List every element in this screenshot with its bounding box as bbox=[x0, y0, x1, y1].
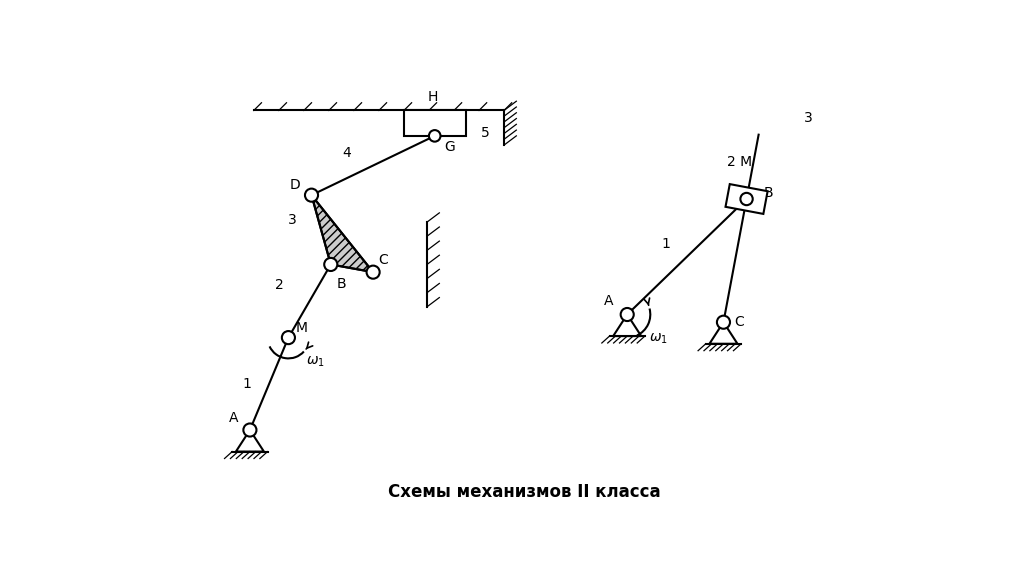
Text: 3: 3 bbox=[804, 111, 813, 125]
Text: 2 М: 2 М bbox=[727, 155, 753, 169]
Polygon shape bbox=[311, 195, 373, 272]
Text: $\omega_1$: $\omega_1$ bbox=[306, 355, 325, 369]
Text: B: B bbox=[764, 186, 773, 200]
Text: C: C bbox=[734, 315, 744, 329]
Text: A: A bbox=[604, 294, 613, 308]
Text: 1: 1 bbox=[243, 377, 251, 391]
Text: D: D bbox=[290, 178, 301, 192]
Bar bbox=[726, 184, 768, 214]
Text: G: G bbox=[444, 139, 456, 154]
Text: 1: 1 bbox=[662, 236, 671, 250]
Circle shape bbox=[621, 308, 634, 321]
Text: 4: 4 bbox=[342, 146, 351, 160]
Circle shape bbox=[367, 266, 380, 279]
Text: A: A bbox=[228, 412, 239, 425]
Text: 3: 3 bbox=[289, 214, 297, 227]
Text: 5: 5 bbox=[481, 126, 489, 141]
Text: Схемы механизмов II класса: Схемы механизмов II класса bbox=[388, 483, 662, 501]
Circle shape bbox=[305, 189, 318, 201]
Text: $\omega_1$: $\omega_1$ bbox=[649, 331, 668, 346]
Text: H: H bbox=[428, 90, 438, 104]
Circle shape bbox=[717, 316, 730, 329]
Circle shape bbox=[429, 130, 440, 142]
Text: C: C bbox=[379, 253, 388, 267]
Text: 2: 2 bbox=[275, 278, 284, 292]
Circle shape bbox=[282, 331, 295, 344]
Bar bbox=[403, 110, 466, 136]
Text: B: B bbox=[336, 277, 346, 291]
Circle shape bbox=[325, 258, 337, 271]
Text: M: M bbox=[296, 320, 308, 335]
Circle shape bbox=[740, 193, 753, 205]
Circle shape bbox=[244, 424, 256, 437]
